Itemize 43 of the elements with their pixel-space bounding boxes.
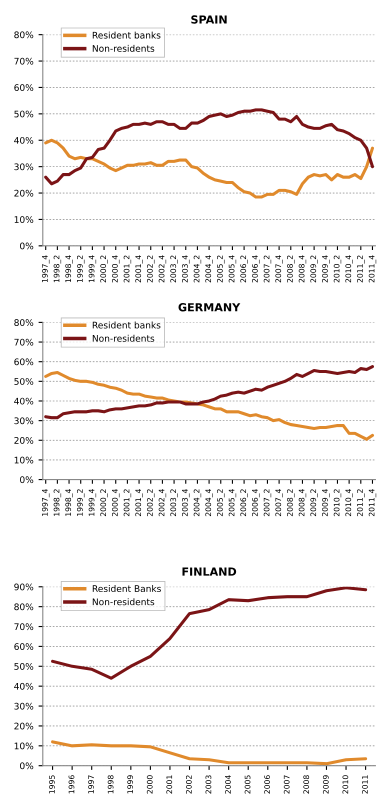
y-tick-label: 80% [14,603,34,610]
line-series [44,370,374,441]
y-tick-label: 30% [14,702,34,710]
y-tick-label: 80% [14,31,34,38]
y-tick-label: 80% [14,319,34,326]
legend-label: Resident banks [92,32,160,39]
y-tick-label: 30% [14,417,34,424]
y-tick-label: 40% [14,398,34,405]
line-series [51,586,368,680]
legend-label: Non-residents [92,598,154,606]
legend-label: Resident Banks [92,585,161,592]
line-series [44,365,374,420]
y-tick-label: 60% [14,643,34,650]
y-tick-label: 20% [14,190,34,197]
chart-title: GERMANY [178,303,240,312]
line-series [44,108,374,186]
legend-label: Non-residents [92,334,154,342]
y-tick-label: 60% [14,84,34,92]
y-tick-label: 0% [20,762,34,770]
chart-title: SPAIN [191,15,227,24]
y-tick-label: 20% [14,722,34,730]
y-tick-label: 70% [14,338,34,346]
y-tick-label: 90% [14,583,34,590]
y-tick-label: 70% [14,58,34,65]
line-series [51,740,368,766]
chart-title: FINLAND [182,568,236,576]
y-tick-label: 50% [14,110,34,118]
y-tick-label: 50% [14,378,34,385]
y-tick-label: 10% [14,216,34,223]
legend-label: Resident banks [92,322,160,329]
legend-label: Non-residents [92,44,154,52]
line-series [44,138,374,199]
y-tick-label: 40% [14,136,34,144]
y-tick-label: 10% [14,742,34,750]
y-tick-label: 60% [14,358,34,366]
y-tick-label: 70% [14,623,34,630]
y-tick-label: 50% [14,663,34,670]
y-tick-label: 30% [14,163,34,170]
y-tick-label: 0% [20,242,34,250]
y-tick-label: 40% [14,682,34,690]
y-tick-label: 0% [20,476,34,484]
y-tick-label: 20% [14,437,34,444]
y-tick-label: 10% [14,456,34,464]
